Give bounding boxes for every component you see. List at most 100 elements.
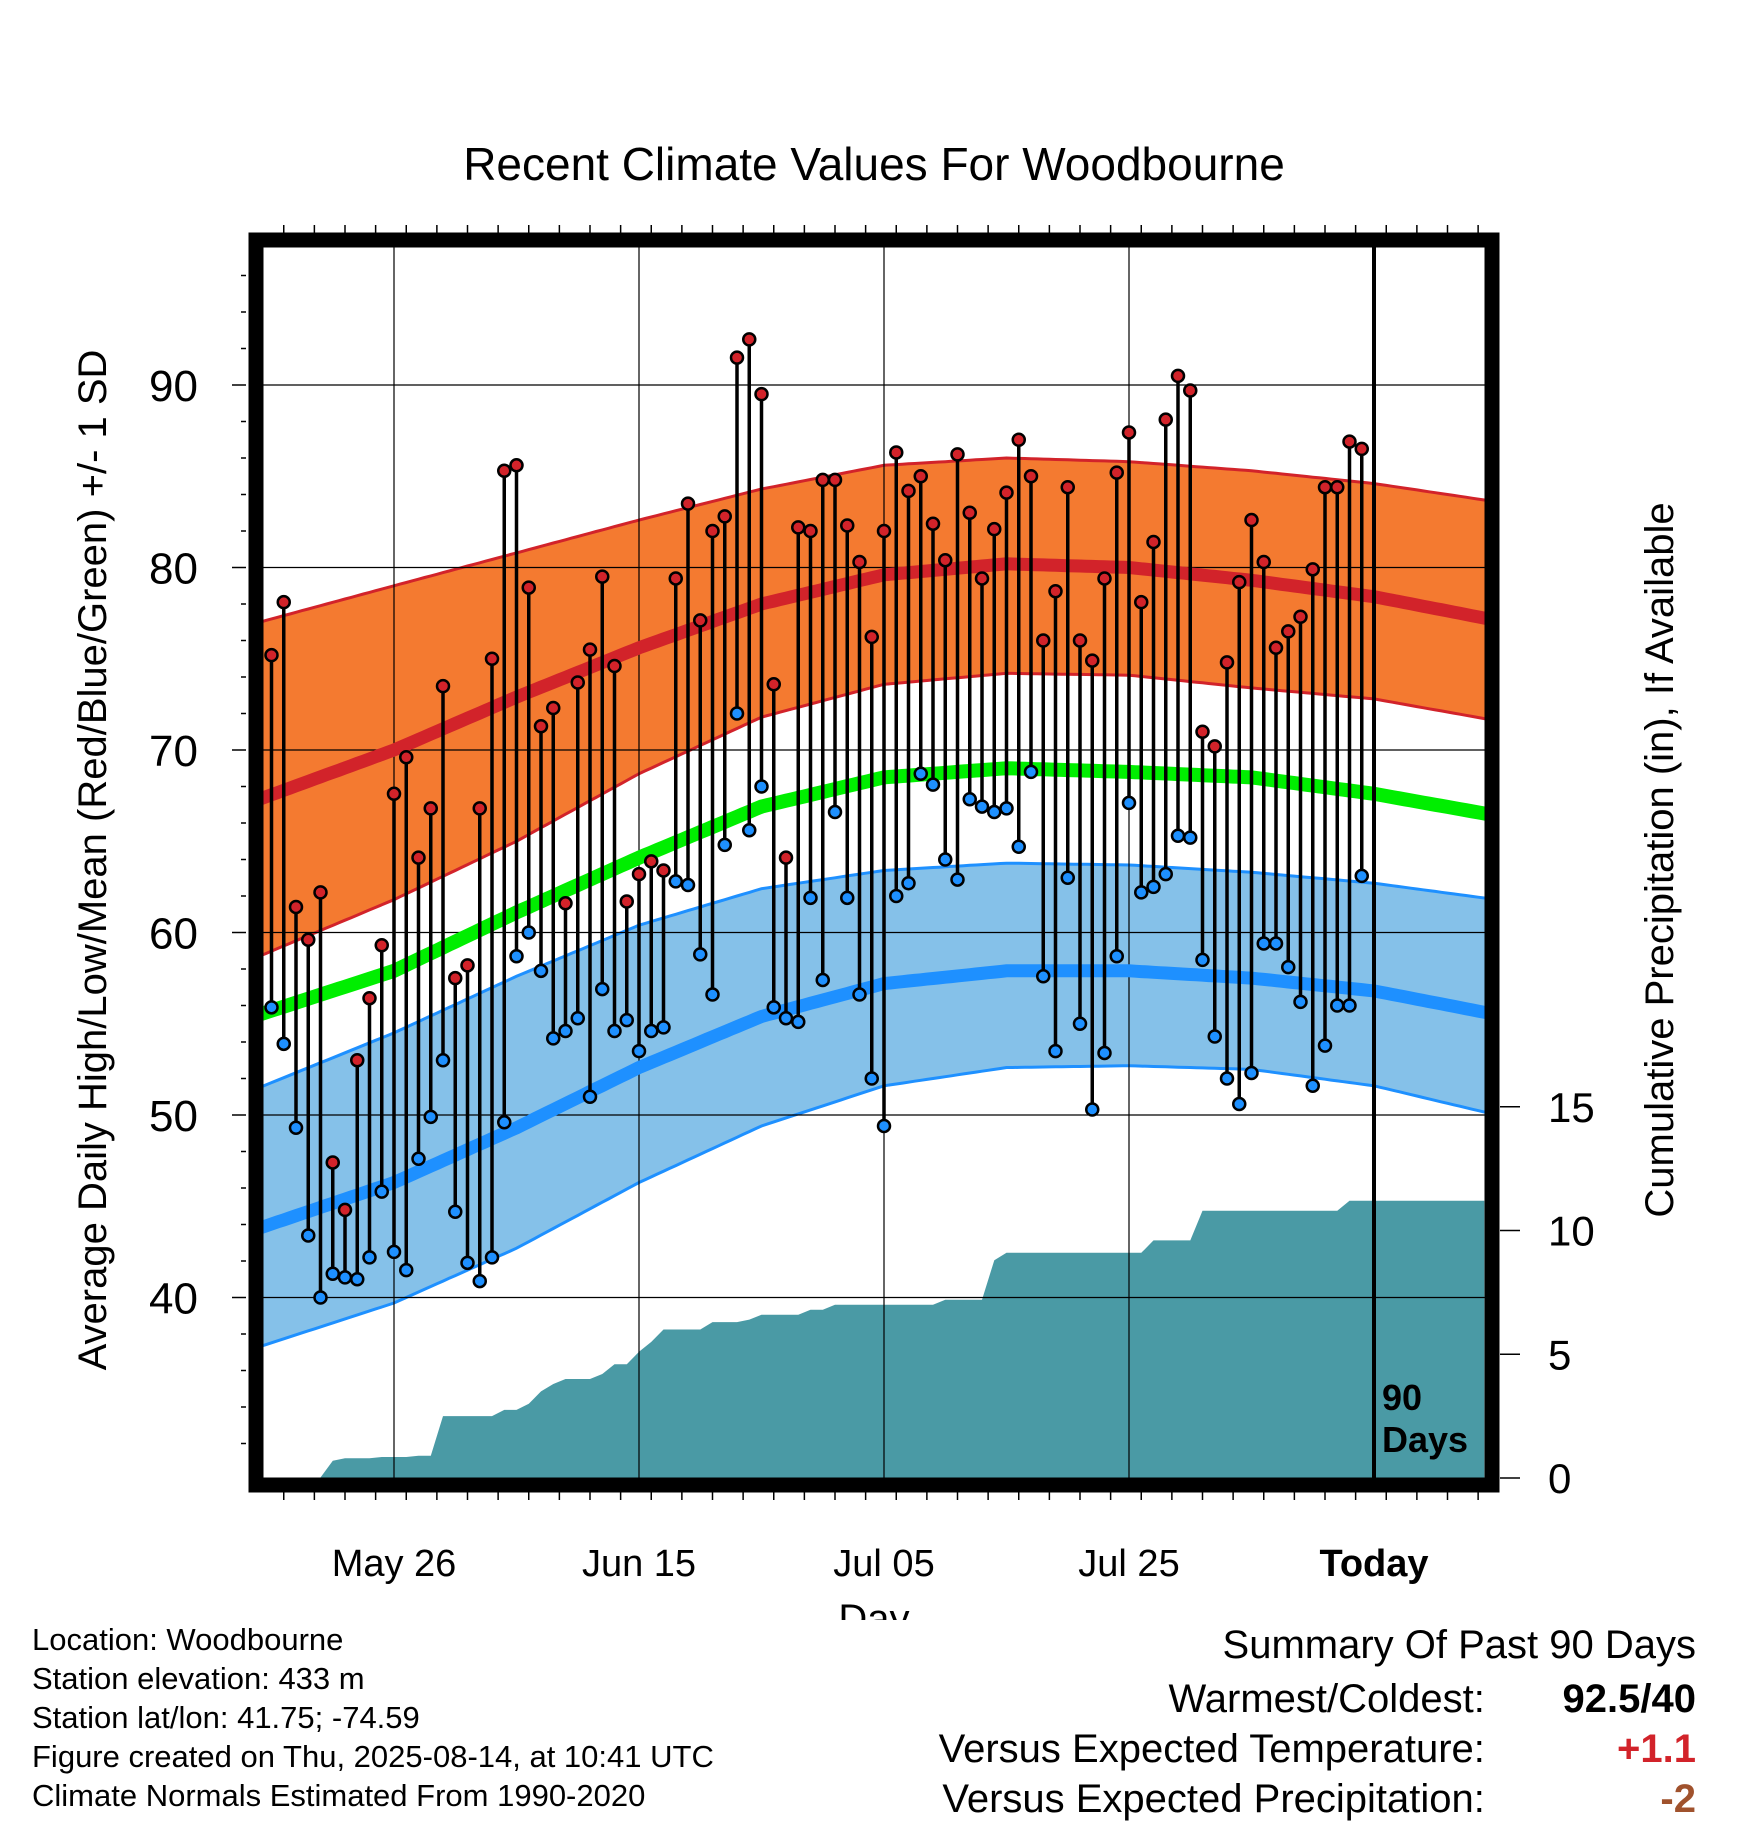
low-point <box>1256 936 1271 951</box>
summary-temp-row: Versus Expected Temperature: +1.1 <box>939 1724 1696 1774</box>
x-tick-label-may-26: May 26 <box>332 1543 457 1585</box>
high-point <box>350 1053 365 1068</box>
low-point <box>840 890 855 906</box>
high-point <box>1256 554 1271 570</box>
low-point <box>1023 764 1039 780</box>
low-point <box>337 1270 353 1285</box>
high-point <box>1281 624 1296 639</box>
low-point <box>644 1023 659 1039</box>
high-point <box>460 958 475 973</box>
low-point <box>386 1244 402 1260</box>
low-point <box>987 804 1002 820</box>
high-point <box>325 1155 340 1170</box>
low-point <box>1195 952 1210 968</box>
low-point <box>803 890 818 906</box>
low-point <box>619 1012 634 1028</box>
high-point <box>1158 412 1173 427</box>
low-point <box>1036 969 1051 984</box>
low-point <box>1317 1038 1333 1053</box>
low-point <box>631 1043 647 1059</box>
high-point <box>521 580 536 595</box>
high-point <box>264 647 279 663</box>
low-point <box>778 1011 794 1026</box>
low-point <box>815 972 830 988</box>
low-point <box>1158 866 1173 882</box>
low-point <box>1244 1065 1259 1081</box>
high-point <box>631 866 647 882</box>
y2-tick-label-15: 15 <box>1548 1084 1595 1131</box>
y-tick-label-90: 90 <box>149 362 198 411</box>
high-point <box>595 569 610 584</box>
low-point <box>717 837 732 853</box>
low-point <box>1232 1096 1247 1112</box>
info-created: Figure created on Thu, 2025-08-14, at 10… <box>32 1739 714 1774</box>
high-point <box>1023 469 1039 484</box>
low-point <box>1048 1043 1063 1059</box>
high-point <box>362 990 377 1006</box>
high-point <box>1060 479 1075 495</box>
info-latlon: Station lat/lon: 41.75; -74.59 <box>32 1700 420 1735</box>
low-point <box>1060 870 1075 885</box>
high-point <box>582 642 598 657</box>
low-point <box>435 1053 451 1068</box>
low-point <box>570 1011 585 1026</box>
low-point <box>1072 1016 1088 1031</box>
y-tick-label-40: 40 <box>149 1275 198 1324</box>
low-point <box>582 1089 598 1104</box>
high-point <box>288 899 304 915</box>
low-point <box>693 947 708 962</box>
summary-precip-label: Versus Expected Precipitation: <box>942 1777 1485 1821</box>
info-location: Location: Woodbourne <box>32 1622 344 1657</box>
low-point <box>301 1228 316 1243</box>
high-point <box>754 386 769 402</box>
low-point <box>350 1272 365 1287</box>
low-point <box>1207 1029 1222 1044</box>
low-point <box>325 1266 340 1282</box>
high-point <box>1146 534 1161 550</box>
low-normal-line <box>263 964 1485 1234</box>
high-point <box>717 509 732 524</box>
high-point <box>276 594 291 610</box>
low-point <box>264 1000 279 1015</box>
precipitation-area <box>263 1200 1485 1478</box>
high-point <box>533 719 549 734</box>
low-point <box>864 1071 879 1086</box>
high-point <box>778 850 794 865</box>
low-point <box>423 1109 438 1125</box>
info-normals: Climate Normals Estimated From 1990-2020 <box>32 1778 646 1813</box>
high-point <box>999 485 1014 500</box>
high-point <box>1036 633 1051 648</box>
low-point <box>362 1250 377 1265</box>
low-point <box>1146 879 1161 895</box>
low-point <box>497 1115 512 1130</box>
high-point <box>876 523 892 539</box>
low-point <box>1121 795 1137 811</box>
high-point <box>1268 640 1284 656</box>
info-elevation: Station elevation: 433 m <box>32 1661 365 1696</box>
high-point <box>1330 479 1345 495</box>
low-point <box>668 874 683 889</box>
high-point <box>558 896 573 911</box>
low-point <box>742 823 757 838</box>
low-point <box>889 888 904 904</box>
high-point <box>1232 574 1247 590</box>
high-point <box>913 469 928 484</box>
high-point <box>411 850 426 865</box>
high-point <box>1170 368 1186 384</box>
low-point <box>901 875 916 891</box>
high-point <box>1342 434 1357 449</box>
low-point <box>411 1151 426 1167</box>
low-point <box>705 987 720 1002</box>
high-point <box>938 552 953 568</box>
summary-temp-label: Versus Expected Temperature: <box>938 1727 1485 1771</box>
high-point <box>619 894 634 909</box>
high-point <box>448 970 463 986</box>
high-point <box>1134 594 1149 610</box>
high-point <box>925 516 941 531</box>
summary-precip-value: -2 <box>1660 1777 1696 1821</box>
low-point <box>791 1014 806 1030</box>
y2-tick-label-0: 0 <box>1548 1455 1571 1502</box>
high-point <box>386 786 402 802</box>
high-point <box>472 801 487 816</box>
summary-heading: Summary Of Past 90 Days <box>1222 1623 1696 1667</box>
